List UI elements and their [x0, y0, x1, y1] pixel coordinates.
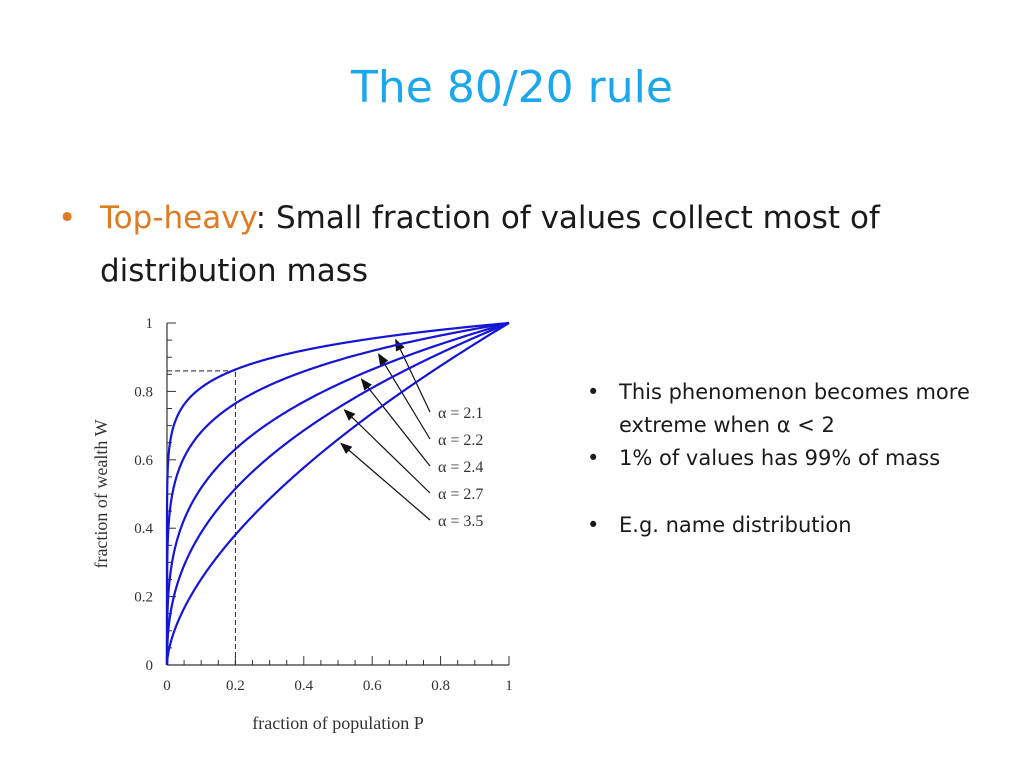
series-label: α = 2.4	[438, 459, 483, 476]
slide-title: The 80/20 rule	[351, 62, 673, 113]
x-axis-label: fraction of population P	[252, 713, 423, 733]
highlight-term: Top-heavy	[100, 200, 256, 236]
lorenz-chart: 0 0.2 0.4 0.6 0.8 1 0 0.2 0.4 0.6 0.8 1 fraction of …	[91, 316, 513, 733]
x-tick-label: 1	[505, 678, 513, 694]
bullet-dot: •	[58, 200, 77, 236]
series-curve	[165, 321, 510, 665]
side-bullet-dot: •	[587, 446, 600, 470]
side-bullet-dot: •	[587, 513, 600, 537]
y-tick-label: 0	[146, 658, 154, 674]
x-tick-label: 0.4	[294, 678, 313, 694]
main-bullet: • Top-heavy: Small fraction of values co…	[58, 192, 938, 298]
series-label: α = 2.2	[438, 432, 483, 449]
side-bullet-text: 1% of values has 99% of mass	[619, 446, 941, 470]
y-tick-label: 1	[146, 316, 154, 332]
series-label: α = 2.1	[438, 405, 483, 422]
series-label: α = 2.7	[438, 486, 483, 503]
series-curve	[165, 321, 510, 665]
series-arrow	[360, 378, 431, 467]
side-bullet-dot: •	[587, 380, 600, 404]
y-tick-label: 0.4	[134, 521, 153, 537]
side-bullet-text: This phenomenon becomes more extreme whe…	[619, 380, 970, 437]
y-tick-label: 0.2	[134, 590, 153, 606]
series-curve	[165, 321, 510, 665]
x-tick-label: 0.6	[363, 678, 382, 694]
x-tick-label: 0.2	[226, 678, 245, 694]
y-tick-label: 0.8	[134, 384, 153, 400]
main-bullet-text: Top-heavy: Small fraction of values coll…	[100, 192, 938, 298]
main-bullet-rest: : Small fraction of values collect most …	[100, 200, 880, 289]
series-curve	[165, 322, 510, 665]
side-bullet-item: • This phenomenon becomes more extreme wh…	[587, 376, 1007, 442]
x-tick-label: 0	[163, 678, 171, 694]
side-bullet-item: • 1% of values has 99% of mass	[587, 442, 1007, 475]
side-bullet-list: • This phenomenon becomes more extreme wh…	[587, 376, 1007, 542]
y-axis-label: fraction of wealth W	[91, 419, 111, 568]
series-label: α = 3.5	[438, 513, 483, 530]
series-arrow	[395, 338, 431, 413]
series-arrow	[343, 408, 431, 494]
side-bullet-text: E.g. name distribution	[619, 513, 852, 537]
x-tick-label: 0.8	[431, 678, 450, 694]
series-arrow	[340, 442, 431, 521]
series-arrow	[377, 353, 431, 440]
series-curve	[165, 321, 510, 665]
y-tick-label: 0.6	[134, 453, 153, 469]
side-bullet-item: • E.g. name distribution	[587, 509, 1007, 542]
